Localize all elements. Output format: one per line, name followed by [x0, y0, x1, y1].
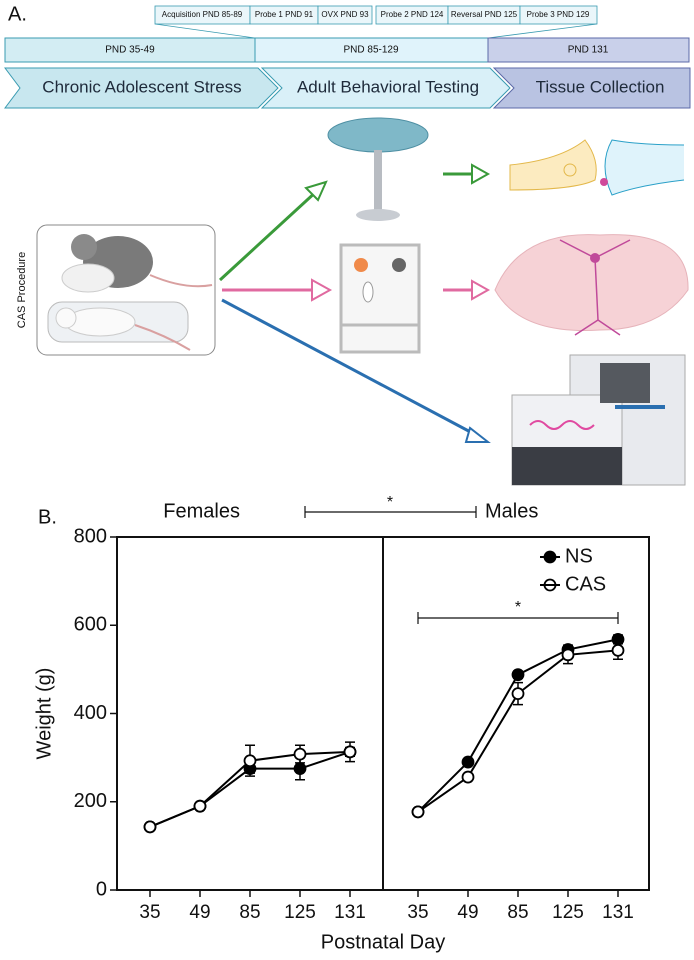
event: Acquisition PND 85-89	[162, 10, 243, 19]
marker	[461, 770, 475, 784]
phase-bar	[254, 37, 489, 63]
phase-pnd: PND 35-49	[105, 45, 155, 56]
panel-label: B.	[38, 506, 57, 528]
marker	[611, 632, 625, 646]
phase-pnd: PND 85-129	[343, 45, 398, 56]
timeline-boxes	[154, 5, 598, 25]
y-tick-label: 400	[74, 702, 107, 724]
legend-label: CAS	[565, 573, 606, 595]
marker	[293, 762, 307, 776]
phase-name: Adult Behavioral Testing	[297, 77, 479, 96]
event: Reversal PND 125	[451, 10, 518, 19]
y-tick-label: 800	[74, 525, 107, 547]
x-tick-label: 125	[552, 902, 584, 923]
marker	[461, 755, 475, 769]
x-tick-label: 49	[457, 902, 478, 923]
phase-chevron	[260, 67, 511, 109]
series-line	[417, 638, 619, 813]
y-axis-label: Weight (g)	[33, 668, 55, 760]
x-tick-label: 125	[284, 902, 316, 923]
x-tick-label: 131	[334, 902, 366, 923]
phase-chevron	[492, 67, 691, 109]
y-tick-label: 200	[74, 790, 107, 812]
marker	[511, 668, 525, 682]
significance-bracket	[417, 612, 619, 624]
legend-label: NS	[565, 545, 593, 567]
marker	[511, 687, 525, 701]
marker	[143, 820, 157, 834]
marker	[411, 805, 425, 819]
x-tick-label: 35	[139, 902, 160, 923]
phase-chevron	[4, 67, 279, 109]
phase-name: Chronic Adolescent Stress	[42, 77, 241, 96]
procedure-label: CAS Procedure	[16, 252, 28, 328]
maze	[327, 117, 429, 221]
sex-bracket	[304, 506, 477, 518]
x-tick-label: 49	[189, 902, 210, 923]
x-tick-label: 85	[507, 902, 528, 923]
panel-label: A.	[8, 3, 27, 25]
panel-title: Females	[163, 500, 240, 522]
brain-slice	[494, 234, 689, 336]
box-apparatus	[339, 243, 421, 354]
event: Probe 3 PND 129	[527, 10, 590, 19]
marker	[293, 747, 307, 761]
timeline-events: Acquisition PND 85-89 Probe 1 PND 91 OVX…	[162, 10, 590, 19]
rats	[47, 234, 213, 351]
x-tick-label: 131	[602, 902, 634, 923]
arrows	[218, 163, 491, 443]
phase-pnd: PND 131	[568, 45, 609, 56]
marker	[561, 648, 575, 662]
significance: *	[387, 494, 393, 511]
event: Probe 2 PND 124	[381, 10, 444, 19]
significance: *	[515, 599, 521, 616]
x-tick-label: 85	[239, 902, 260, 923]
sequencer	[511, 354, 686, 486]
event: Probe 1 PND 91	[255, 10, 314, 19]
event: OVX PND 93	[321, 10, 369, 19]
x-tick-label: 35	[407, 902, 428, 923]
y-tick-label: 600	[74, 614, 107, 636]
synapse	[509, 139, 685, 196]
marker	[611, 644, 625, 657]
panel-title: Males	[485, 500, 538, 522]
marker	[343, 745, 357, 759]
phase-bar	[4, 37, 256, 63]
zoom-lines	[154, 23, 598, 39]
marker	[243, 754, 257, 768]
phase-bar	[487, 37, 690, 63]
marker	[193, 799, 207, 813]
x-axis-label: Postnatal Day	[321, 931, 446, 953]
y-tick-label: 0	[96, 878, 107, 900]
phase-name: Tissue Collection	[536, 77, 665, 96]
